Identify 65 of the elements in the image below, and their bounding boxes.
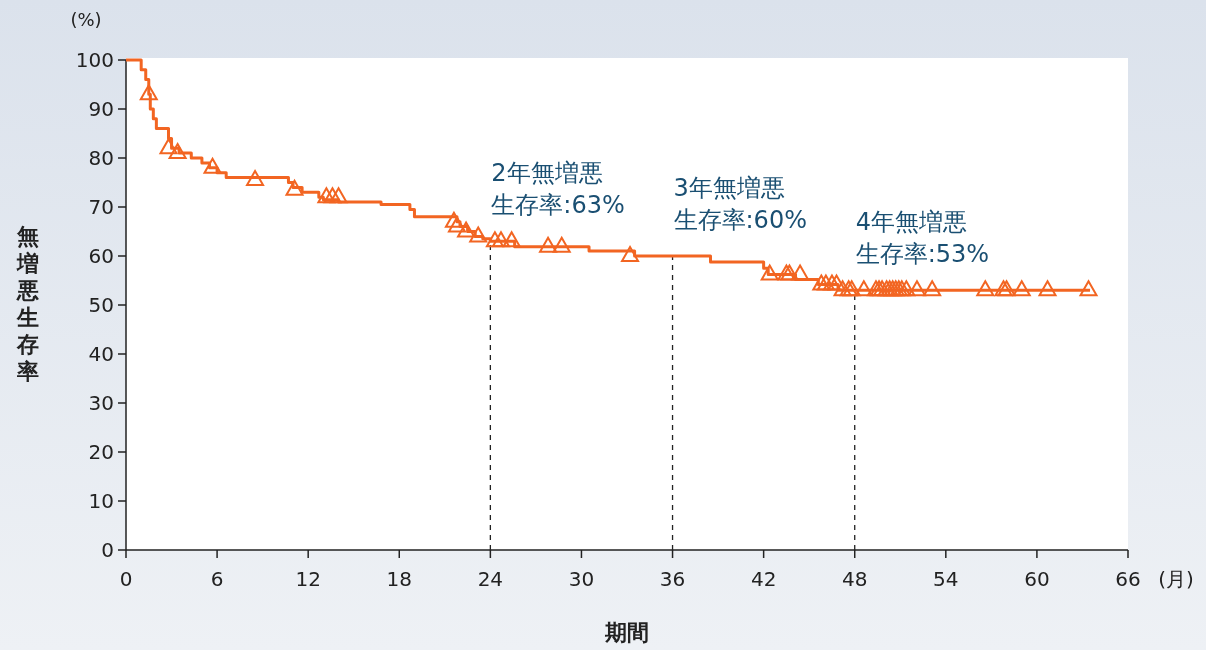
point (444, 211, 463, 228)
y-tick-label: 20 (88, 440, 114, 464)
point (203, 157, 222, 174)
point (502, 231, 521, 248)
point (1012, 280, 1031, 297)
point (812, 274, 831, 291)
point (246, 170, 265, 187)
point (816, 274, 835, 291)
x-tick-label: 36 (659, 567, 686, 591)
x-tick-label: 12 (295, 567, 321, 591)
point (469, 226, 488, 243)
point (552, 236, 571, 253)
y-tick-label: 40 (88, 342, 114, 366)
y-tick-label: 0 (101, 538, 114, 562)
point (866, 280, 885, 297)
x-tick-label: 0 (119, 567, 133, 591)
point (976, 280, 995, 297)
x-axis-title: 期間 (604, 620, 649, 645)
point (760, 264, 779, 281)
point (457, 221, 476, 238)
point (539, 236, 558, 253)
y-tick-label: 90 (88, 97, 114, 121)
point (485, 231, 504, 248)
point (907, 280, 926, 297)
point (139, 84, 158, 101)
point (159, 138, 178, 155)
point (897, 280, 916, 297)
y-tick-label: 80 (88, 146, 114, 170)
x-tick-label: 48 (842, 567, 868, 591)
y-tick-label: 100 (75, 48, 114, 72)
point (621, 246, 640, 262)
point (833, 280, 852, 297)
point (168, 143, 187, 160)
x-tick-label: 18 (386, 567, 412, 591)
x-tick-label: 24 (477, 567, 504, 591)
x-tick-label: 42 (750, 567, 777, 591)
annotation: 3年無増悪生存率:60% (673, 174, 807, 234)
point (822, 274, 841, 291)
y-tick-label: 60 (88, 244, 114, 268)
y-tick-label: 10 (88, 489, 114, 513)
annotation: 4年無増悪生存率:53% (855, 208, 990, 269)
point (329, 187, 348, 204)
point (285, 179, 304, 196)
x-tick-label: 6 (210, 567, 224, 591)
point (791, 264, 810, 281)
point (1079, 280, 1098, 297)
point (317, 187, 336, 204)
point (1038, 280, 1057, 297)
point (827, 274, 846, 291)
point (323, 187, 342, 204)
y-tick-label: 50 (88, 293, 114, 317)
point (447, 216, 466, 233)
y-tick-label: 70 (88, 195, 114, 219)
text: (%) (70, 9, 102, 30)
text: (月) (1158, 567, 1194, 591)
x-tick-label: 60 (1024, 567, 1050, 591)
y-tick-label: 30 (88, 391, 114, 415)
x-tick-label: 66 (1115, 567, 1141, 591)
annotation: 2年無増悪生存率:63% (491, 159, 625, 220)
point (923, 280, 942, 297)
y-axis-title: 無増悪生存率 (16, 224, 39, 384)
point (491, 231, 510, 248)
point (854, 280, 873, 297)
x-tick-label: 54 (933, 567, 959, 591)
x-tick-label: 30 (568, 567, 595, 591)
